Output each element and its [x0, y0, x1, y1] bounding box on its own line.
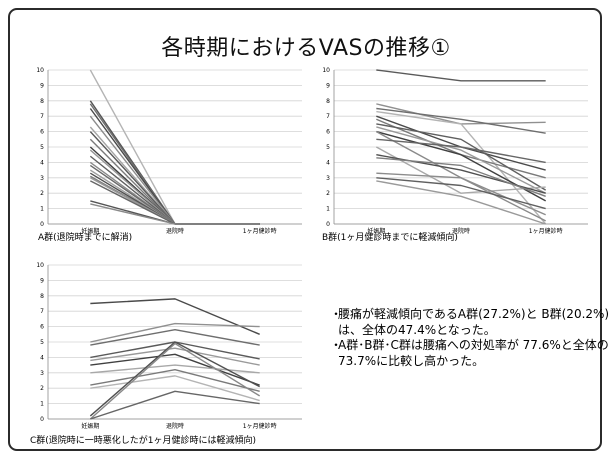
- x-tick-label: 妊娠期: [367, 227, 385, 235]
- y-tick-label: 9: [40, 82, 44, 89]
- y-tick-label: 7: [40, 308, 44, 315]
- summary-text: ・ 腰痛が軽減傾向であるA群(27.2%)と B群(20.2%)は、全体の47.…: [330, 307, 610, 369]
- x-tick-label: 1ヶ月健診時: [529, 227, 563, 235]
- x-tick-label: 退院時: [452, 227, 470, 235]
- series-line: [90, 369, 260, 392]
- x-tick-label: 妊娠期: [81, 227, 99, 235]
- series-line: [375, 146, 546, 194]
- series-line: [90, 375, 260, 402]
- series-line: [376, 110, 547, 225]
- series-line: [376, 172, 546, 216]
- y-tick-label: 6: [40, 324, 44, 331]
- series-line: [90, 298, 260, 335]
- series-line: [90, 364, 260, 374]
- chart-group-a: 0 1 2 3 4 5 6 7 8 9 10 妊娠期 退院時 1ヶ月健診時: [36, 67, 302, 235]
- series-line: [89, 164, 260, 225]
- chart-group-c: 0 1 2 3 4 5 6 7 8 9 10 妊娠期 退院時 1ヶ月健診時: [36, 262, 302, 430]
- y-tick-label: 10: [36, 67, 44, 74]
- y-tick-label: 8: [40, 293, 44, 300]
- y-tick-label: 1: [326, 206, 330, 213]
- y-tick-label: 8: [326, 98, 330, 105]
- bullet: ・: [330, 338, 343, 352]
- series-line: [376, 180, 546, 225]
- y-tick-label: 0: [40, 416, 44, 423]
- series-line: [376, 138, 546, 164]
- series-line: [376, 123, 547, 191]
- y-tick-label: 3: [40, 370, 44, 377]
- y-tick-label: 2: [40, 385, 44, 392]
- x-tick-label: 1ヶ月健診時: [243, 227, 277, 235]
- y-tick-label: 6: [40, 129, 44, 136]
- y-tick-label: 3: [40, 175, 44, 182]
- y-tick-label: 5: [40, 339, 44, 346]
- y-tick-label: 10: [36, 262, 44, 269]
- summary-item: ・ 腰痛が軽減傾向であるA群(27.2%)と B群(20.2%)は、全体の47.…: [330, 307, 610, 338]
- series-line: [376, 157, 546, 197]
- y-tick-label: 4: [40, 354, 44, 361]
- series-line: [90, 180, 260, 225]
- y-tick-label: 5: [326, 144, 330, 151]
- y-tick-label: 8: [40, 98, 44, 105]
- summary-item: ・ A群･B群･C群は腰痛への対処率が 77.6%と全体の73.7%に比較し高か…: [330, 338, 610, 369]
- series-line: [376, 107, 546, 134]
- summary-item-text: 腰痛が軽減傾向であるA群(27.2%)と B群(20.2%)は、全体の47.4%…: [338, 307, 610, 337]
- chart-caption-group-b: B群(1ヶ月健診時までに軽減傾向): [322, 233, 458, 243]
- series-line: [89, 341, 260, 417]
- series-line: [89, 108, 260, 225]
- y-tick-label: 9: [40, 277, 44, 284]
- y-tick-label: 2: [40, 190, 44, 197]
- chart-caption-group-c: C群(退院時に一時悪化したが1ヶ月健診時には軽減傾向): [30, 436, 257, 446]
- series-line: [90, 322, 260, 343]
- y-tick-label: 4: [40, 159, 44, 166]
- y-tick-label: 2: [326, 190, 330, 197]
- series-line: [90, 347, 260, 366]
- y-tick-label: 1: [40, 206, 44, 213]
- y-tick-label: 1: [40, 401, 44, 408]
- series-line: [90, 203, 260, 225]
- series-line: [376, 126, 546, 194]
- summary-item-text: A群･B群･C群は腰痛への対処率が 77.6%と全体の73.7%に比較し高かった…: [338, 338, 609, 368]
- slide-frame: [8, 8, 602, 451]
- series-line: [89, 177, 260, 225]
- y-tick-label: 9: [326, 82, 330, 89]
- x-tick-label: 妊娠期: [81, 422, 99, 430]
- y-tick-label: 4: [326, 159, 330, 166]
- series-line: [90, 353, 260, 386]
- y-tick-label: 7: [40, 113, 44, 120]
- series-line: [90, 390, 260, 420]
- y-tick-label: 10: [322, 67, 330, 74]
- slide-title: 各時期におけるVASの推移①: [161, 36, 451, 61]
- x-tick-label: 退院時: [166, 227, 184, 235]
- y-tick-label: 3: [326, 175, 330, 182]
- y-tick-label: 0: [326, 221, 330, 228]
- y-tick-label: 6: [326, 129, 330, 136]
- series-line: [376, 177, 546, 210]
- series-line: [89, 342, 261, 420]
- series-line: [90, 200, 260, 225]
- series-line: [376, 103, 546, 125]
- series-line: [375, 130, 546, 222]
- chart-group-b: 0 1 2 3 4 5 6 7 8 9 10 妊娠期 退院時 1ヶ月健診時: [322, 67, 588, 235]
- x-tick-label: 1ヶ月健診時: [243, 422, 277, 430]
- series-line: [376, 69, 546, 82]
- y-tick-label: 0: [40, 221, 44, 228]
- bullet: ・: [330, 307, 343, 321]
- y-tick-label: 5: [40, 144, 44, 151]
- chart-caption-group-a: A群(退院時までに解消): [38, 233, 133, 243]
- series-line: [90, 328, 260, 346]
- x-tick-label: 退院時: [166, 422, 184, 430]
- y-tick-label: 7: [326, 113, 330, 120]
